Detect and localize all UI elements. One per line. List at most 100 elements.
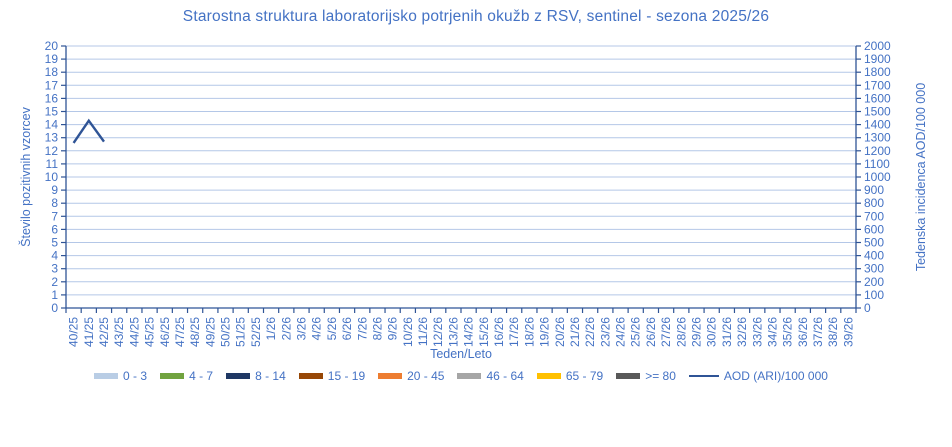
x-tick-label: 11/26 [416,317,430,346]
x-tick-label: 40/25 [67,317,81,347]
y-tick-label-right: 1400 [864,118,891,132]
y-tick-label-left: 16 [45,91,59,105]
x-tick-label: 32/26 [735,317,749,347]
x-tick-label: 45/25 [143,317,157,347]
legend-item: 46 - 64 [457,369,524,383]
x-tick-label: 25/26 [629,317,643,347]
x-tick-label: 29/26 [689,317,703,347]
x-tick-label: 42/25 [97,317,111,347]
y-tick-label-left: 2 [51,275,58,289]
legend-item: AOD (ARI)/100 000 [688,369,828,383]
y-tick-label-right: 1300 [864,131,891,145]
x-tick-label: 7/26 [355,317,369,341]
x-tick-label: 31/26 [720,317,734,347]
x-tick-label: 12/26 [431,317,445,347]
y-tick-label-right: 1700 [864,78,891,92]
y-tick-label-left: 10 [45,170,59,184]
y-tick-label-right: 1600 [864,91,891,105]
x-tick-label: 51/25 [234,317,248,347]
x-tick-label: 22/26 [583,317,597,347]
legend-label: 20 - 45 [407,369,445,383]
legend-label: 8 - 14 [255,369,286,383]
y-tick-label-right: 400 [864,249,884,263]
x-tick-label: 33/26 [750,317,764,347]
x-tick-label: 35/26 [781,317,795,347]
x-tick-label: 23/26 [598,317,612,347]
x-tick-label: 10/26 [401,317,415,347]
aod-line [72,118,105,144]
legend-item: 8 - 14 [226,369,286,383]
x-tick-label: 26/26 [644,317,658,347]
legend-label: 4 - 7 [189,369,214,383]
y-tick-label-left: 5 [51,236,58,250]
x-tick-label: 34/26 [765,317,779,347]
legend-color-swatch [298,373,323,379]
x-tick-label: 44/25 [127,317,141,347]
y-tick-label-right: 500 [864,236,884,250]
y-tick-label-left: 4 [51,249,58,263]
x-tick-label: 52/25 [249,317,263,347]
y-tick-label-left: 6 [51,222,58,236]
legend-label: >= 80 [645,369,676,383]
y-tick-label-left: 1 [51,288,58,302]
y-tick-label-left: 11 [46,157,59,171]
legend-item: >= 80 [616,369,676,383]
x-tick-label: 3/26 [294,317,308,341]
x-tick-label: 37/26 [811,317,825,347]
legend-color-swatch [160,373,185,379]
y-tick-label-right: 1800 [864,65,891,79]
x-tick-label: 47/25 [173,317,187,347]
y-tick-label-left: 9 [51,183,58,197]
y-tick-label-right: 1000 [864,170,891,184]
x-tick-label: 41/25 [82,317,96,347]
x-tick-label: 36/26 [796,317,810,347]
y-tick-label-left: 17 [45,78,59,92]
legend-label: AOD (ARI)/100 000 [723,369,828,383]
y-tick-label-left: 8 [51,196,58,210]
x-tick-label: 20/26 [553,317,567,347]
y-tick-label-left: 15 [45,105,59,119]
y-tick-label-right: 700 [864,209,884,223]
legend-label: 46 - 64 [486,369,524,383]
x-tick-label: 9/26 [386,317,400,341]
x-tick-label: 17/26 [507,317,521,347]
y-tick-label-left: 12 [45,144,59,158]
legend-item: 20 - 45 [378,369,444,383]
x-tick-label: 2/26 [279,317,293,341]
y-tick-label-right: 900 [864,183,884,197]
y-tick-label-right: 100 [864,288,884,302]
legend-color-swatch [457,373,482,379]
y-tick-label-right: 600 [864,222,884,236]
y-tick-label-left: 19 [45,52,59,66]
x-tick-label: 8/26 [370,317,384,341]
legend-item: 0 - 3 [94,369,147,383]
x-tick-label: 5/26 [325,317,339,341]
x-tick-label: 48/25 [188,317,202,347]
legend: 0 - 3 4 - 7 8 - 14 15 - 19 20 - 45 46 - 64 65 … [66,368,856,384]
y-tick-label-left: 13 [45,131,59,145]
y-tick-label-left: 0 [51,301,58,315]
x-tick-label: 24/26 [614,317,628,347]
legend-item: 65 - 79 [536,369,604,383]
y-tick-label-right: 800 [864,196,884,210]
x-tick-label: 39/26 [841,317,855,347]
legend-color-swatch [536,373,561,379]
chart-title: Starostna struktura laboratorijsko potrj… [182,8,770,25]
x-tick-label: 16/26 [492,317,506,347]
x-tick-label: 21/26 [568,317,582,347]
x-tick-label: 50/25 [219,317,233,347]
x-tick-label: 19/26 [538,317,552,347]
x-tick-label: 27/26 [659,317,673,347]
legend-line-swatch [688,374,719,378]
y-tick-label-right: 1500 [864,105,891,119]
legend-label: 0 - 3 [123,369,148,383]
y-tick-label-left: 14 [45,118,59,132]
legend-item: 15 - 19 [298,369,365,383]
y-tick-label-left: 7 [51,209,58,223]
legend-label: 65 - 79 [565,369,604,383]
legend-item: 4 - 7 [160,369,213,383]
legend-color-swatch [616,373,641,379]
x-tick-label: 46/25 [158,317,172,347]
